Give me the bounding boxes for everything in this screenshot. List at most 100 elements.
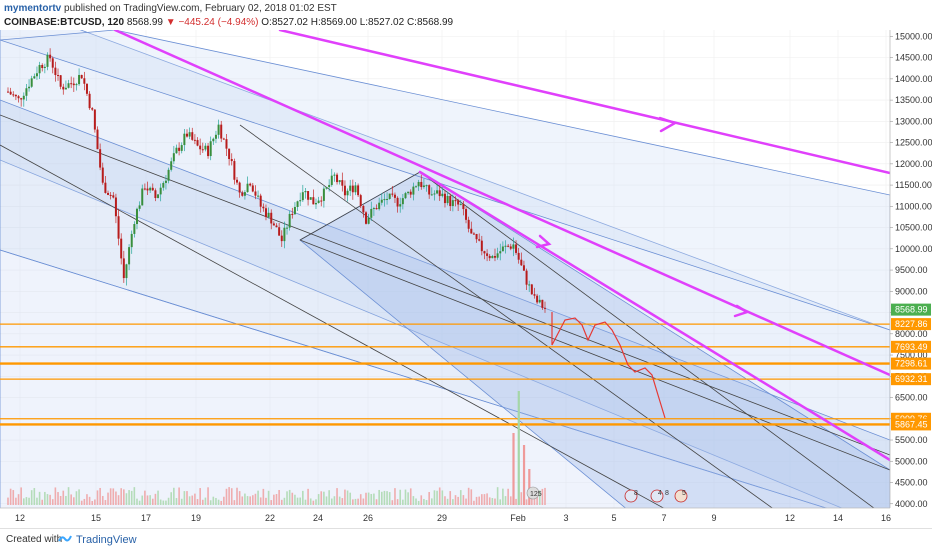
volume-spike-0 [512,433,515,505]
created-with-label: Created with [6,534,63,545]
y-tick-label-3: 5500.00 [895,435,928,445]
volume-bar-48 [133,487,136,505]
price-chart[interactable]: 125 8 4 8 5 4000.004500.005000.005500.00… [0,0,932,528]
trend-line-1 [0,114,890,456]
candle-body-76 [207,145,210,157]
candle-body-20 [59,75,62,87]
volume-bar-126 [338,496,341,505]
volume-bar-12 [38,491,41,505]
volume-bar-166 [444,496,446,505]
price-label-bg-2 [891,340,931,353]
candle-body-145 [388,193,391,199]
symbol-label: COINBASE:BTCUSD, 120 [4,17,125,28]
candle-body-92 [249,183,252,186]
volume-bar-111 [299,497,301,505]
candle-body-202 [538,299,541,303]
volume-bar-141 [378,489,380,505]
x-tick-label-10: 5 [611,513,616,523]
volume-bar-66 [180,498,183,505]
volume-bar-67 [183,491,186,505]
projection-path [551,312,666,419]
volume-bar-50 [138,500,141,505]
candle-body-194 [517,252,520,260]
candle-body-124 [333,174,336,176]
outer-channel-fill [0,30,890,508]
candle-body-120 [322,188,325,201]
volume-bar-45 [125,493,128,505]
volume-bar-53 [146,495,149,505]
volume-bar-28 [80,500,83,505]
mid-channel-fill [0,99,890,508]
volume-bar-118 [317,494,320,505]
candle-body-49 [135,208,138,225]
candle-body-114 [307,191,310,200]
volume-bar-95 [257,490,259,505]
candle-body-113 [304,191,307,193]
volume-bar-49 [136,498,138,505]
volume-bar-59 [162,500,165,505]
volume-bar-156 [417,500,420,505]
candle-body-102 [275,225,278,228]
volume-bar-16 [49,494,51,505]
candle-body-156 [417,181,420,187]
last-price: 8568.99 [126,17,163,28]
candle-body-0 [7,91,9,93]
candle-body-33 [93,109,96,130]
volume-bar-100 [270,500,273,505]
volume-bar-10 [33,488,36,505]
candle-body-195 [520,259,523,266]
candle-body-32 [91,108,94,110]
price-label-4: 6932.31 [895,374,928,384]
y-tick-label-16: 12000.00 [895,159,932,169]
volume-bar-85 [230,488,233,505]
candle-body-185 [493,255,496,258]
candle-body-111 [299,200,302,202]
tradingview-brand[interactable]: TradingView [76,534,137,546]
volume-bar-161 [431,498,433,505]
volume-bar-148 [396,499,399,505]
volume-bar-128 [344,489,346,505]
y-tick-label-19: 13500.00 [895,95,932,105]
volume-bar-35 [99,487,101,505]
volume-bar-19 [57,492,59,505]
candle-body-52 [143,188,146,190]
candle-body-169 [451,200,454,207]
author-name[interactable]: mymentortv [4,3,62,14]
volume-bar-182 [486,493,488,505]
candle-body-110 [296,201,299,207]
candle-body-184 [491,255,494,259]
volume-bar-158 [423,498,425,505]
candle-body-4 [17,96,20,99]
y-axis: 4000.004500.005000.005500.006000.006500.… [890,31,932,509]
candle-body-178 [475,234,478,240]
volume-bar-26 [75,491,78,505]
y-tick-label-0: 4000.00 [895,499,928,509]
volume-bar-96 [259,497,262,505]
candlesticks [7,48,546,313]
candle-body-181 [483,251,486,254]
volume-bar-116 [312,500,315,505]
volume-bar-32 [91,500,94,505]
volume-bar-131 [352,499,354,505]
candle-body-46 [128,247,131,265]
volume-bar-6 [22,498,25,505]
x-tick-label-7: 29 [437,513,447,523]
down-arrow-icon: ▼ [165,17,176,28]
volume-bar-102 [275,494,278,505]
candle-body-68 [186,133,188,137]
volume-bar-189 [504,496,507,505]
x-tick-label-2: 17 [141,513,151,523]
candle-body-9 [30,78,33,87]
candle-body-12 [38,64,41,74]
candle-body-24 [70,83,73,85]
volume-bar-22 [65,495,67,505]
volume-bar-143 [383,490,386,505]
event-badges[interactable]: 125 8 4 8 5 [526,486,688,503]
candle-body-162 [433,193,436,195]
volume-bar-30 [86,494,88,505]
ohlc-values: O:8527.02 H:8569.00 L:8527.02 C:8568.99 [261,17,454,28]
candle-body-42 [117,216,120,239]
candle-body-125 [336,174,339,183]
candle-body-132 [354,185,357,193]
volume-bar-193 [515,498,517,505]
